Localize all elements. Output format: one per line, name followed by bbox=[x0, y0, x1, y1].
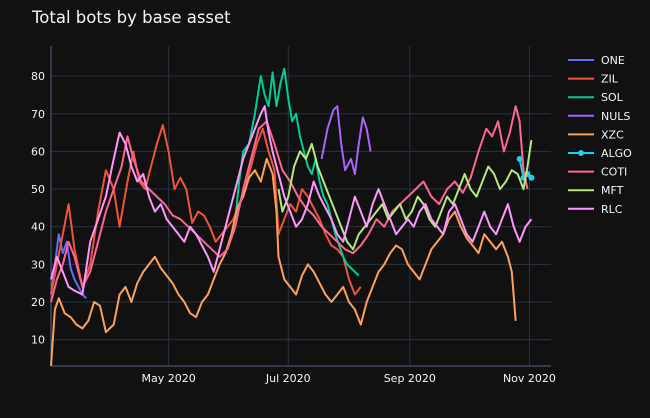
line-one bbox=[50, 233, 87, 299]
marker-algo bbox=[528, 174, 535, 181]
series-rlc bbox=[50, 105, 533, 296]
y-tick-label: 80 bbox=[31, 70, 45, 83]
line-sol bbox=[234, 67, 360, 277]
series-sol bbox=[234, 67, 360, 277]
legend[interactable]: ONE ZIL SOL NULS XZC ALGO COTI MFT RLC bbox=[568, 54, 632, 216]
legend-label-nuls: NULS bbox=[601, 110, 630, 123]
line-nuls bbox=[320, 105, 372, 175]
x-tick-label: Nov 2020 bbox=[503, 372, 556, 385]
line-coti bbox=[50, 105, 529, 303]
series-mft bbox=[277, 139, 533, 251]
legend-label-zil: ZIL bbox=[601, 73, 619, 86]
series-layer bbox=[50, 67, 535, 367]
legend-item-rlc[interactable]: RLC bbox=[568, 203, 623, 216]
legend-label-one: ONE bbox=[601, 54, 625, 67]
y-tick-label: 50 bbox=[31, 183, 45, 196]
legend-item-xzc[interactable]: XZC bbox=[568, 128, 624, 141]
y-tick-label: 20 bbox=[31, 296, 45, 309]
legend-item-coti[interactable]: COTI bbox=[568, 166, 627, 179]
y-tick-label: 70 bbox=[31, 108, 45, 121]
plot-area bbox=[51, 46, 551, 366]
x-tick-label: Jul 2020 bbox=[265, 372, 311, 385]
y-tick-label: 40 bbox=[31, 221, 45, 234]
series-nuls bbox=[320, 105, 372, 175]
line-rlc bbox=[50, 105, 533, 296]
line-mft bbox=[277, 139, 533, 251]
legend-label-algo: ALGO bbox=[601, 147, 632, 160]
y-tick-label: 10 bbox=[31, 334, 45, 347]
x-tick-label: May 2020 bbox=[142, 372, 196, 385]
legend-label-rlc: RLC bbox=[601, 203, 623, 216]
legend-item-algo[interactable]: ALGO bbox=[568, 147, 632, 160]
legend-label-sol: SOL bbox=[601, 91, 624, 104]
series-coti bbox=[50, 105, 529, 303]
marker-algo bbox=[516, 155, 523, 162]
series-one bbox=[50, 233, 87, 299]
x-tick-label: Sep 2020 bbox=[384, 372, 436, 385]
series-xzc bbox=[50, 157, 517, 367]
y-tick-label: 60 bbox=[31, 145, 45, 158]
chart-title: Total bots by base asset bbox=[32, 8, 231, 27]
legend-item-zil[interactable]: ZIL bbox=[568, 73, 619, 86]
legend-label-coti: COTI bbox=[601, 166, 627, 179]
legend-item-nuls[interactable]: NULS bbox=[568, 110, 630, 123]
legend-item-mft[interactable]: MFT bbox=[568, 184, 624, 197]
legend-item-sol[interactable]: SOL bbox=[568, 91, 624, 104]
line-xzc bbox=[50, 157, 517, 367]
legend-label-xzc: XZC bbox=[601, 128, 624, 141]
axes: 10 20 30 40 50 60 70 80 May 2020 Jul 2020 Sep 2020… bbox=[31, 46, 556, 385]
legend-marker-algo bbox=[578, 150, 584, 156]
legend-item-one[interactable]: ONE bbox=[568, 54, 625, 67]
legend-label-mft: MFT bbox=[601, 184, 624, 197]
y-tick-label: 30 bbox=[31, 258, 45, 271]
